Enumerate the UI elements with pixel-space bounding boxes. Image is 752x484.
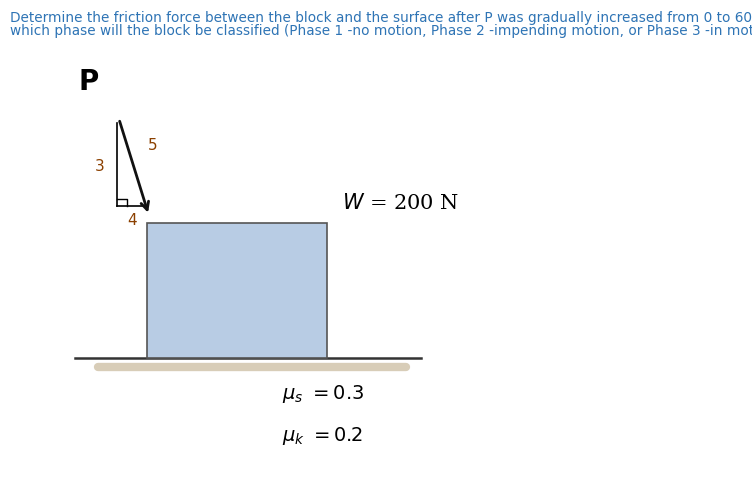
Text: 3: 3 [95, 160, 104, 174]
Text: 5: 5 [148, 138, 157, 152]
Text: $\mu_s\ = 0.3$: $\mu_s\ = 0.3$ [282, 383, 364, 406]
Bar [147, 223, 327, 358]
Text: $\mu_k\ = 0.2$: $\mu_k\ = 0.2$ [282, 424, 363, 447]
Text: P: P [79, 68, 99, 96]
Text: $\mathit{W}$ = 200 N: $\mathit{W}$ = 200 N [342, 193, 459, 213]
Text: 4: 4 [127, 213, 136, 227]
Text: which phase will the block be classified (Phase 1 -no motion, Phase 2 -impending: which phase will the block be classified… [10, 24, 752, 38]
Text: Determine the friction force between the block and the surface after P was gradu: Determine the friction force between the… [10, 11, 752, 25]
